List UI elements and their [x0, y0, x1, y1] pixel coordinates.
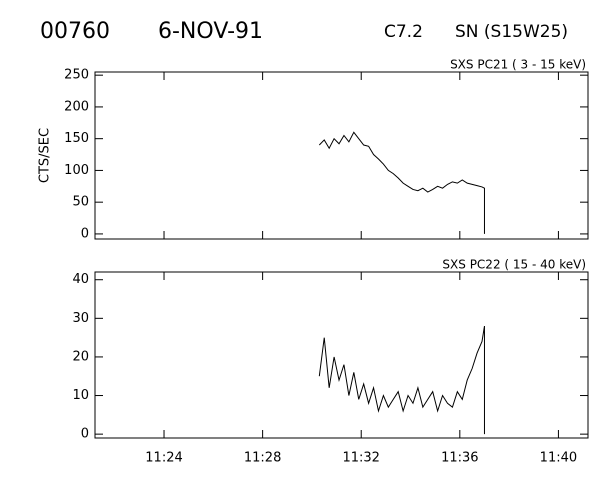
y-axis-label: CTS/SEC [38, 128, 53, 183]
panel-title: SXS PC21 ( 3 - 15 keV) [450, 58, 586, 72]
plot-frame [94, 271, 589, 439]
x-tick-label: 11:40 [540, 451, 577, 466]
data-line [318, 131, 485, 234]
data-line [318, 325, 485, 435]
flare-class: C7.2 [384, 22, 423, 42]
flare-location: SN (S15W25) [455, 22, 568, 42]
event-id: 00760 [40, 19, 110, 44]
x-tick-label: 11:36 [441, 451, 478, 466]
y-tick-label: 30 [72, 311, 89, 326]
panel-title: SXS PC22 ( 15 - 40 keV) [442, 258, 586, 272]
y-tick-label: 250 [64, 68, 89, 83]
x-tick-label: 11:32 [342, 451, 379, 466]
y-tick-label: 100 [64, 163, 89, 178]
x-tick-label: 11:28 [244, 451, 281, 466]
y-tick-label: 10 [72, 388, 89, 403]
y-tick-label: 40 [72, 272, 89, 287]
y-tick-label: 150 [64, 131, 89, 146]
x-tick-label: 11:24 [145, 451, 182, 466]
y-tick-label: 0 [81, 226, 89, 241]
event-date: 6-NOV-91 [158, 19, 263, 44]
y-tick-label: 50 [72, 195, 89, 210]
y-tick-label: 0 [81, 427, 89, 442]
y-tick-label: 20 [72, 349, 89, 364]
plot-frame [94, 71, 589, 240]
y-tick-label: 200 [64, 99, 89, 114]
